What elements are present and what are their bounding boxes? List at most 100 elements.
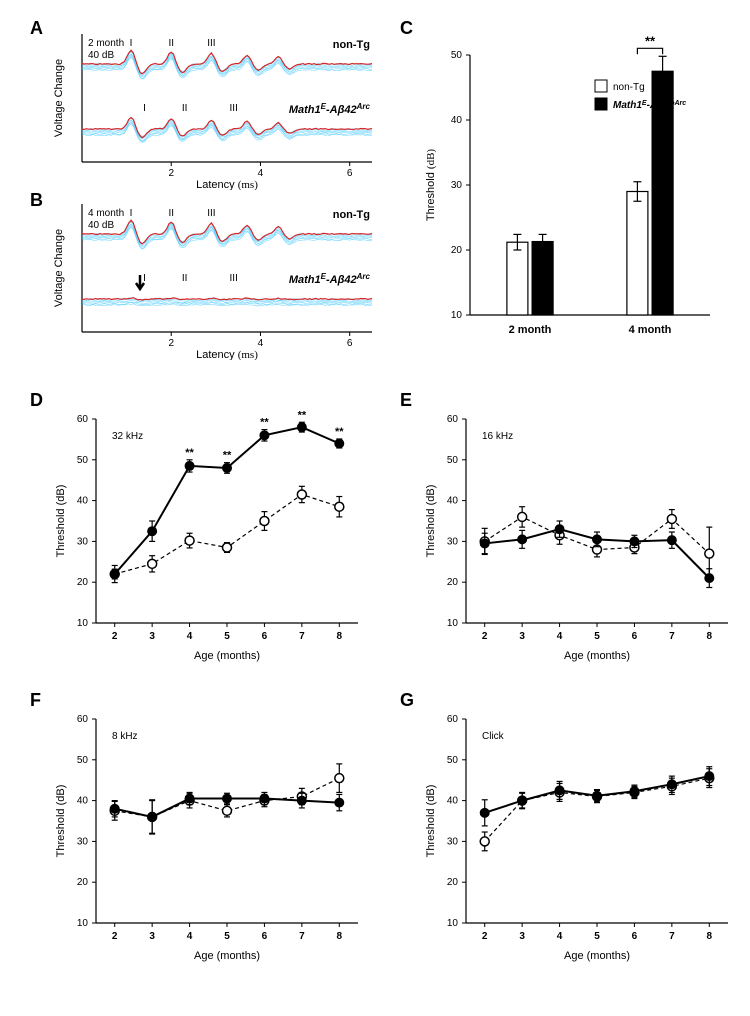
panel-a-svg: 246Latency (ms)Voltage Change2 month40 d… xyxy=(50,30,380,190)
svg-text:20: 20 xyxy=(451,245,463,256)
panel-b-svg: 246Latency (ms)Voltage Change4 month40 d… xyxy=(50,200,380,360)
panel-e-svg: 1020304050602345678Age (months)Threshold… xyxy=(420,405,740,665)
svg-text:6: 6 xyxy=(347,338,353,349)
svg-text:8: 8 xyxy=(337,931,343,942)
svg-text:40: 40 xyxy=(447,796,459,807)
panel-label-a: A xyxy=(30,18,43,39)
svg-text:8: 8 xyxy=(707,931,713,942)
svg-text:6: 6 xyxy=(262,931,268,942)
svg-text:Latency (ms): Latency (ms) xyxy=(196,179,258,190)
panel-label-b: B xyxy=(30,190,43,211)
svg-text:4: 4 xyxy=(557,631,563,642)
svg-text:10: 10 xyxy=(77,918,89,929)
svg-text:2: 2 xyxy=(482,631,488,642)
svg-text:8: 8 xyxy=(707,631,713,642)
svg-text:Threshold (dB): Threshold (dB) xyxy=(425,149,437,221)
svg-text:non-Tg: non-Tg xyxy=(333,39,370,51)
svg-text:50: 50 xyxy=(451,50,463,61)
svg-text:2 month: 2 month xyxy=(509,324,552,336)
svg-text:5: 5 xyxy=(224,931,230,942)
panel-c-svg: 1020304050Threshold (dB)2 month4 month**… xyxy=(420,35,720,355)
panel-label-d: D xyxy=(30,390,43,411)
svg-text:8 kHz: 8 kHz xyxy=(112,731,138,742)
svg-text:20: 20 xyxy=(447,877,459,888)
svg-text:3: 3 xyxy=(149,931,155,942)
panel-g-svg: 1020304050602345678Age (months)Threshold… xyxy=(420,705,740,965)
svg-text:2: 2 xyxy=(112,931,118,942)
svg-text:20: 20 xyxy=(77,577,89,588)
svg-text:Threshold (dB): Threshold (dB) xyxy=(55,785,67,858)
svg-text:6: 6 xyxy=(347,168,353,179)
svg-text:II: II xyxy=(168,38,174,49)
svg-text:30: 30 xyxy=(451,180,463,191)
svg-text:Age (months): Age (months) xyxy=(564,650,630,662)
svg-text:I: I xyxy=(143,273,146,284)
panel-label-e: E xyxy=(400,390,412,411)
svg-text:I: I xyxy=(143,103,146,114)
svg-text:32 kHz: 32 kHz xyxy=(112,431,143,442)
svg-text:3: 3 xyxy=(519,931,525,942)
svg-text:60: 60 xyxy=(447,414,459,425)
svg-text:**: ** xyxy=(298,409,307,421)
svg-text:Threshold (dB): Threshold (dB) xyxy=(55,485,67,558)
svg-text:6: 6 xyxy=(632,631,638,642)
svg-text:4: 4 xyxy=(187,931,193,942)
svg-text:II: II xyxy=(168,208,174,219)
svg-text:50: 50 xyxy=(447,455,459,466)
panel-label-c: C xyxy=(400,18,413,39)
svg-text:50: 50 xyxy=(77,455,89,466)
svg-text:**: ** xyxy=(260,417,269,429)
svg-text:30: 30 xyxy=(77,836,89,847)
svg-text:7: 7 xyxy=(669,931,675,942)
svg-text:3: 3 xyxy=(519,631,525,642)
svg-text:I: I xyxy=(130,38,133,49)
svg-text:Latency (ms): Latency (ms) xyxy=(196,349,258,360)
svg-text:4: 4 xyxy=(258,168,264,179)
svg-text:10: 10 xyxy=(447,618,459,629)
svg-text:6: 6 xyxy=(262,631,268,642)
svg-text:8: 8 xyxy=(337,631,343,642)
svg-text:40 dB: 40 dB xyxy=(88,50,114,61)
svg-text:Threshold (dB): Threshold (dB) xyxy=(425,785,437,858)
svg-text:30: 30 xyxy=(77,536,89,547)
svg-text:5: 5 xyxy=(224,631,230,642)
svg-text:30: 30 xyxy=(447,536,459,547)
svg-text:I: I xyxy=(130,208,133,219)
panel-f-svg: 1020304050602345678Age (months)Threshold… xyxy=(50,705,370,965)
svg-text:10: 10 xyxy=(77,618,89,629)
panel-e: 1020304050602345678Age (months)Threshold… xyxy=(420,405,740,665)
panel-g: 1020304050602345678Age (months)Threshold… xyxy=(420,705,740,965)
svg-text:7: 7 xyxy=(669,631,675,642)
svg-text:50: 50 xyxy=(447,755,459,766)
svg-text:4: 4 xyxy=(557,931,563,942)
svg-text:**: ** xyxy=(335,426,344,438)
svg-text:2: 2 xyxy=(168,168,174,179)
svg-text:60: 60 xyxy=(447,714,459,725)
svg-text:5: 5 xyxy=(594,631,600,642)
svg-text:Click: Click xyxy=(482,731,505,742)
svg-text:2: 2 xyxy=(168,338,174,349)
svg-text:4: 4 xyxy=(187,631,193,642)
svg-text:6: 6 xyxy=(632,931,638,942)
svg-text:40: 40 xyxy=(451,115,463,126)
svg-text:4 month: 4 month xyxy=(88,208,124,219)
svg-text:40: 40 xyxy=(77,796,89,807)
svg-text:3: 3 xyxy=(149,631,155,642)
svg-text:non-Tg: non-Tg xyxy=(613,82,645,93)
panel-c: 1020304050Threshold (dB)2 month4 month**… xyxy=(420,35,720,355)
panel-d: 1020304050602345678Age (months)Threshold… xyxy=(50,405,370,665)
svg-text:20: 20 xyxy=(447,577,459,588)
panel-d-svg: 1020304050602345678Age (months)Threshold… xyxy=(50,405,370,665)
svg-text:30: 30 xyxy=(447,836,459,847)
svg-text:**: ** xyxy=(223,450,232,462)
svg-text:Math1E-Aβ42Arc: Math1E-Aβ42Arc xyxy=(289,272,371,287)
svg-text:non-Tg: non-Tg xyxy=(333,209,370,221)
svg-text:Math1E-Aβ42Arc: Math1E-Aβ42Arc xyxy=(289,102,371,117)
svg-text:40 dB: 40 dB xyxy=(88,220,114,231)
svg-text:III: III xyxy=(230,103,238,114)
svg-text:2: 2 xyxy=(482,931,488,942)
svg-text:III: III xyxy=(207,208,215,219)
svg-text:**: ** xyxy=(185,447,194,459)
svg-text:III: III xyxy=(207,38,215,49)
svg-text:II: II xyxy=(182,273,188,284)
